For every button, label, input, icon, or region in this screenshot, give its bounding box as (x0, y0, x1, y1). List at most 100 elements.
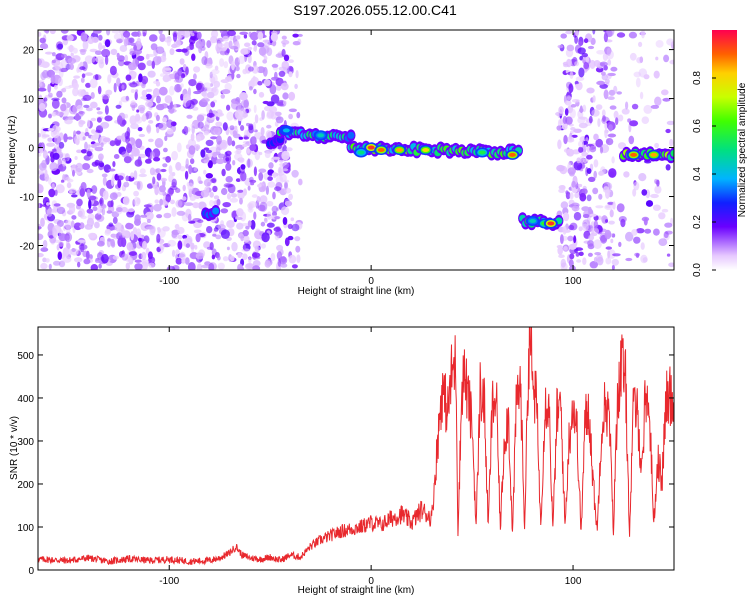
noise-blob (109, 140, 116, 147)
noise-blob (582, 213, 590, 219)
noise-blob (56, 90, 63, 98)
noise-blob (84, 72, 93, 76)
noise-blob (90, 264, 98, 270)
noise-blob (99, 199, 103, 205)
x-tick-label: 0 (368, 576, 374, 587)
noise-blob (172, 32, 178, 42)
noise-blob (150, 43, 158, 51)
noise-blob (162, 74, 170, 83)
noise-blob (87, 222, 92, 229)
noise-blob (280, 82, 289, 91)
noise-blob (100, 121, 110, 129)
noise-blob (652, 204, 661, 211)
noise-blob (106, 210, 113, 214)
noise-blob (217, 262, 225, 270)
noise-blob (585, 56, 590, 63)
noise-blob (138, 73, 143, 83)
noise-blob (85, 107, 93, 112)
noise-blob (645, 200, 654, 207)
noise-blob (209, 199, 214, 207)
noise-blob (264, 151, 271, 159)
noise-blob (54, 189, 58, 196)
noise-blob (227, 136, 233, 146)
noise-blob (175, 257, 182, 265)
noise-blob (187, 213, 192, 222)
noise-blob (599, 146, 604, 154)
noise-blob (607, 72, 616, 77)
noise-blob (247, 46, 253, 51)
noise-blob (74, 222, 81, 227)
noise-blob (162, 67, 172, 71)
noise-blob (74, 257, 83, 263)
noise-blob (169, 48, 175, 56)
noise-blob (232, 130, 238, 136)
noise-blob (38, 226, 42, 230)
noise-blob (274, 216, 280, 220)
noise-blob (235, 216, 239, 220)
noise-blob (101, 253, 109, 264)
noise-blob (267, 181, 276, 188)
noise-blob (121, 119, 127, 126)
noise-blob (593, 220, 599, 229)
noise-blob (212, 185, 218, 193)
noise-blob (136, 109, 140, 113)
noise-blob (102, 190, 109, 200)
colorbar-tick-label: 0.4 (692, 167, 703, 181)
noise-blob (143, 204, 152, 208)
noise-blob (231, 70, 235, 80)
noise-blob (153, 203, 162, 212)
noise-blob (219, 58, 225, 67)
noise-blob (653, 228, 660, 236)
noise-blob (174, 83, 182, 93)
noise-blob (97, 240, 105, 247)
track-blob (347, 131, 355, 139)
noise-blob (278, 172, 283, 177)
noise-blob (48, 263, 52, 270)
noise-blob (42, 239, 48, 249)
noise-blob (48, 188, 56, 198)
noise-blob (569, 265, 576, 270)
noise-blob (246, 122, 251, 127)
noise-blob (67, 136, 73, 140)
y-tick-label: 0 (28, 566, 34, 577)
noise-blob (593, 133, 599, 141)
noise-blob (79, 188, 86, 197)
noise-blob (110, 48, 118, 56)
noise-blob (575, 251, 580, 257)
noise-blob (284, 181, 288, 190)
noise-blob (264, 217, 268, 222)
noise-blob (270, 253, 276, 262)
noise-blob (663, 231, 669, 239)
noise-blob (565, 30, 573, 35)
noise-blob (258, 172, 264, 181)
noise-blob (556, 125, 562, 131)
noise-blob (272, 191, 276, 200)
noise-blob (270, 94, 280, 104)
noise-blob (274, 186, 282, 192)
noise-blob (45, 30, 50, 34)
noise-blob (258, 151, 263, 156)
noise-blob (566, 95, 571, 100)
noise-blob (287, 235, 294, 241)
noise-blob (288, 193, 293, 200)
noise-blob (166, 265, 176, 270)
noise-blob (613, 85, 618, 94)
noise-blob (294, 83, 298, 89)
noise-blob (109, 65, 117, 76)
noise-blob (586, 194, 592, 202)
noise-blob (259, 195, 268, 204)
noise-blob (86, 150, 93, 157)
noise-blob (288, 59, 294, 63)
noise-blob (117, 178, 122, 189)
noise-blob (232, 160, 236, 166)
noise-blob (122, 196, 130, 206)
noise-blob (169, 85, 175, 96)
noise-blob (282, 42, 286, 48)
noise-blob (607, 201, 615, 205)
noise-blob (569, 253, 575, 260)
noise-blob (58, 241, 64, 247)
noise-blob (39, 43, 49, 50)
noise-blob (561, 124, 568, 130)
noise-blob (220, 208, 229, 214)
noise-blob (595, 104, 603, 110)
